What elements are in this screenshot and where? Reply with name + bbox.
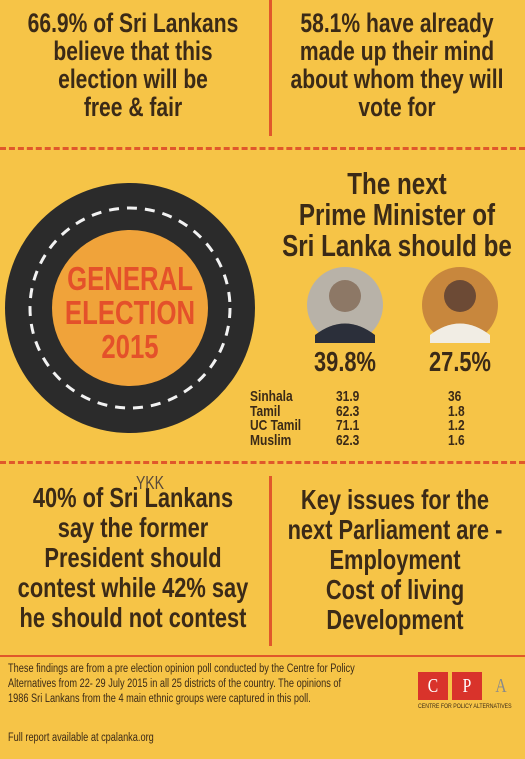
table-value: 36	[448, 388, 462, 405]
pm-total: 39.8%	[314, 346, 376, 377]
table-label: Tamil	[250, 402, 281, 420]
logo-name: Centre for Policy Alternatives	[418, 703, 512, 710]
stat-text: about whom they will	[290, 64, 504, 94]
stat-text: say the former	[57, 512, 209, 543]
stat-text: election will be	[58, 64, 208, 94]
table-label: Muslim	[250, 431, 292, 449]
pm-heading: Prime Minister of	[298, 197, 496, 232]
table-value: 62.3	[336, 402, 360, 420]
dashed-rule	[0, 461, 525, 464]
dashed-rule	[0, 147, 525, 150]
stat-text: he should not contest	[19, 602, 247, 633]
stat-text: Cost of living	[325, 574, 465, 605]
pm-total: 27.5%	[429, 346, 491, 377]
table-label: Sinhala	[250, 388, 293, 405]
stat-text: made up their mind	[299, 36, 495, 66]
pm-heading: The next	[347, 166, 447, 201]
footer-text: Alternatives from 22- 29 July 2015 in al…	[8, 678, 342, 690]
pm-heading: Sri Lanka should be	[282, 228, 512, 263]
badge-disc	[52, 230, 208, 386]
divider	[269, 0, 272, 136]
logo-letter: P	[462, 675, 472, 697]
table-value: 62.3	[336, 431, 360, 449]
logo-box	[486, 672, 516, 700]
table-value: 1.2	[448, 417, 465, 434]
table-label: UC Tamil	[250, 417, 302, 434]
logo-letter: C	[427, 675, 439, 697]
stat-text: next Parliament are -	[287, 514, 503, 545]
stat-text: 40% of Sri Lankans	[32, 482, 234, 513]
stat-text: vote for	[358, 92, 436, 122]
table-value: 1.6	[448, 431, 465, 449]
table-value: 1.8	[448, 402, 465, 420]
logo-box	[418, 672, 448, 700]
photo-shirt	[430, 323, 490, 343]
stat-text: President should	[44, 542, 222, 573]
overlay-text: YKK	[135, 473, 165, 493]
badge-text: ELECTION	[64, 294, 196, 331]
stat-text: 58.1% have already	[300, 8, 494, 38]
stat-text: Key issues for the	[300, 484, 490, 515]
stat-text: free & fair	[83, 92, 183, 122]
photo-face	[329, 280, 361, 312]
photo-suit	[315, 323, 375, 343]
stat-text: Development	[326, 604, 464, 635]
footer-text: 1986 Sri Lankans from the 4 main ethnic …	[8, 693, 311, 705]
logo-box	[452, 672, 482, 700]
logo-letter: A	[495, 675, 507, 697]
stat-text: contest while 42% say	[17, 572, 249, 603]
divider	[269, 476, 272, 646]
photo-face	[444, 280, 476, 312]
footer-text: These findings are from a pre election o…	[8, 663, 355, 675]
table-value: 31.9	[336, 388, 360, 405]
badge-text: GENERAL	[67, 260, 193, 297]
stat-text: believe that this	[53, 36, 213, 66]
footer-link: Full report available at cpalanka.org	[8, 732, 154, 744]
badge-text: 2015	[101, 328, 159, 365]
stat-text: 66.9% of Sri Lankans	[27, 8, 239, 38]
table-value: 71.1	[336, 417, 360, 434]
road-dashes	[28, 206, 232, 410]
stat-text: Employment	[329, 544, 461, 575]
